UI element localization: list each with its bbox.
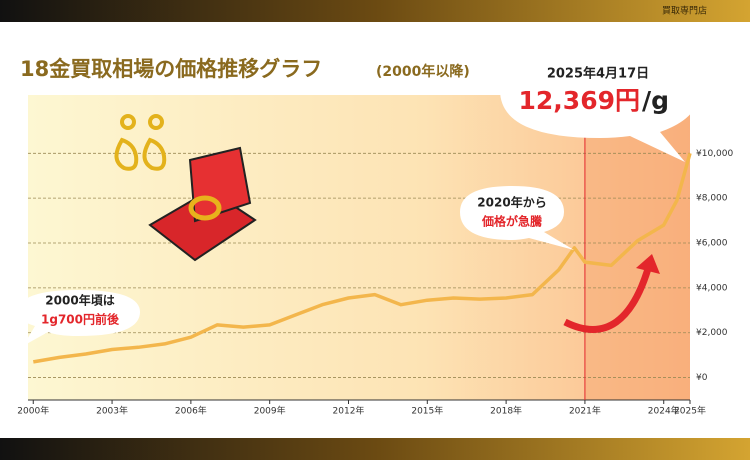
callout-text: 2020年から [477, 195, 546, 210]
arrow-head [636, 254, 660, 274]
y-tick-label: ¥4,000 [696, 283, 728, 293]
callout-text: 2000年頃は [45, 293, 114, 308]
callout-text: 価格が急騰 [481, 214, 543, 229]
top-bar [0, 0, 750, 22]
x-tick-label: 2021年 [569, 405, 601, 417]
x-tick-label: 2000年 [17, 405, 49, 417]
callout-price: 12,369円 [519, 86, 640, 115]
y-tick-label: ¥10,000 [696, 149, 733, 159]
shop-name: 買取専門店 [662, 5, 707, 17]
plot: ¥0 ¥2,000 ¥4,000 ¥6,000 ¥8,000 ¥10,000 2000年 20… [17, 95, 733, 417]
callout-date: 2025年4月17日 [547, 66, 649, 82]
callout-latest: 2025年4月17日 12,369円 /g [500, 38, 700, 162]
chart-subtitle: (2000年以降) [376, 63, 470, 80]
ring-box [148, 146, 257, 262]
price-line [33, 152, 692, 364]
arrow [563, 261, 654, 333]
x-tick-label: 2015年 [411, 405, 443, 417]
x-tick-label: 2009年 [254, 405, 286, 417]
callout-start: 2000年頃は 1g700円前後 [18, 290, 140, 346]
x-tick-label: 2025年 [674, 405, 706, 417]
bottom-bar [0, 438, 750, 460]
y-tick-label: ¥6,000 [696, 239, 728, 249]
plot-background [28, 95, 690, 400]
jewelry-illustration [114, 114, 167, 171]
chart-title: 18金買取相場の価格推移グラフ [20, 57, 322, 81]
x-tick-label: 2003年 [96, 405, 128, 417]
y-tick-label: ¥0 [696, 373, 708, 383]
callout-text: 1g700円前後 [41, 312, 120, 327]
x-tick-label: 2018年 [490, 405, 522, 417]
y-tick-label: ¥2,000 [696, 328, 728, 338]
x-tick-label: 2006年 [175, 405, 207, 417]
callout-unit: /g [642, 86, 669, 115]
y-tick-label: ¥8,000 [696, 194, 728, 204]
callout-surge: 2020年から 価格が急騰 [460, 186, 574, 250]
x-tick-label: 2024年 [648, 405, 680, 417]
x-tick-label: 2012年 [333, 405, 365, 417]
highlight-region [584, 95, 690, 400]
